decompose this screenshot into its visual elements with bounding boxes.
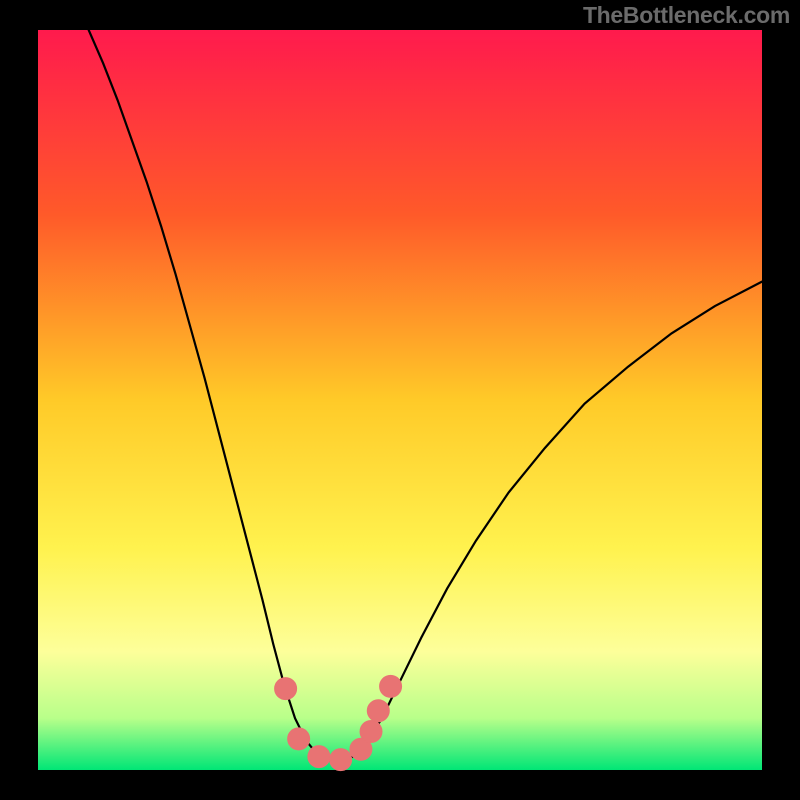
marker-point [308, 746, 330, 768]
marker-point [275, 678, 297, 700]
marker-point [288, 728, 310, 750]
marker-point [380, 675, 402, 697]
marker-point [367, 700, 389, 722]
marker-point [360, 721, 382, 743]
watermark-text: TheBottleneck.com [583, 2, 790, 29]
chart-plot-area [38, 30, 762, 770]
marker-point [330, 749, 352, 771]
chart-container: TheBottleneck.com [0, 0, 800, 800]
bottleneck-chart [0, 0, 800, 800]
